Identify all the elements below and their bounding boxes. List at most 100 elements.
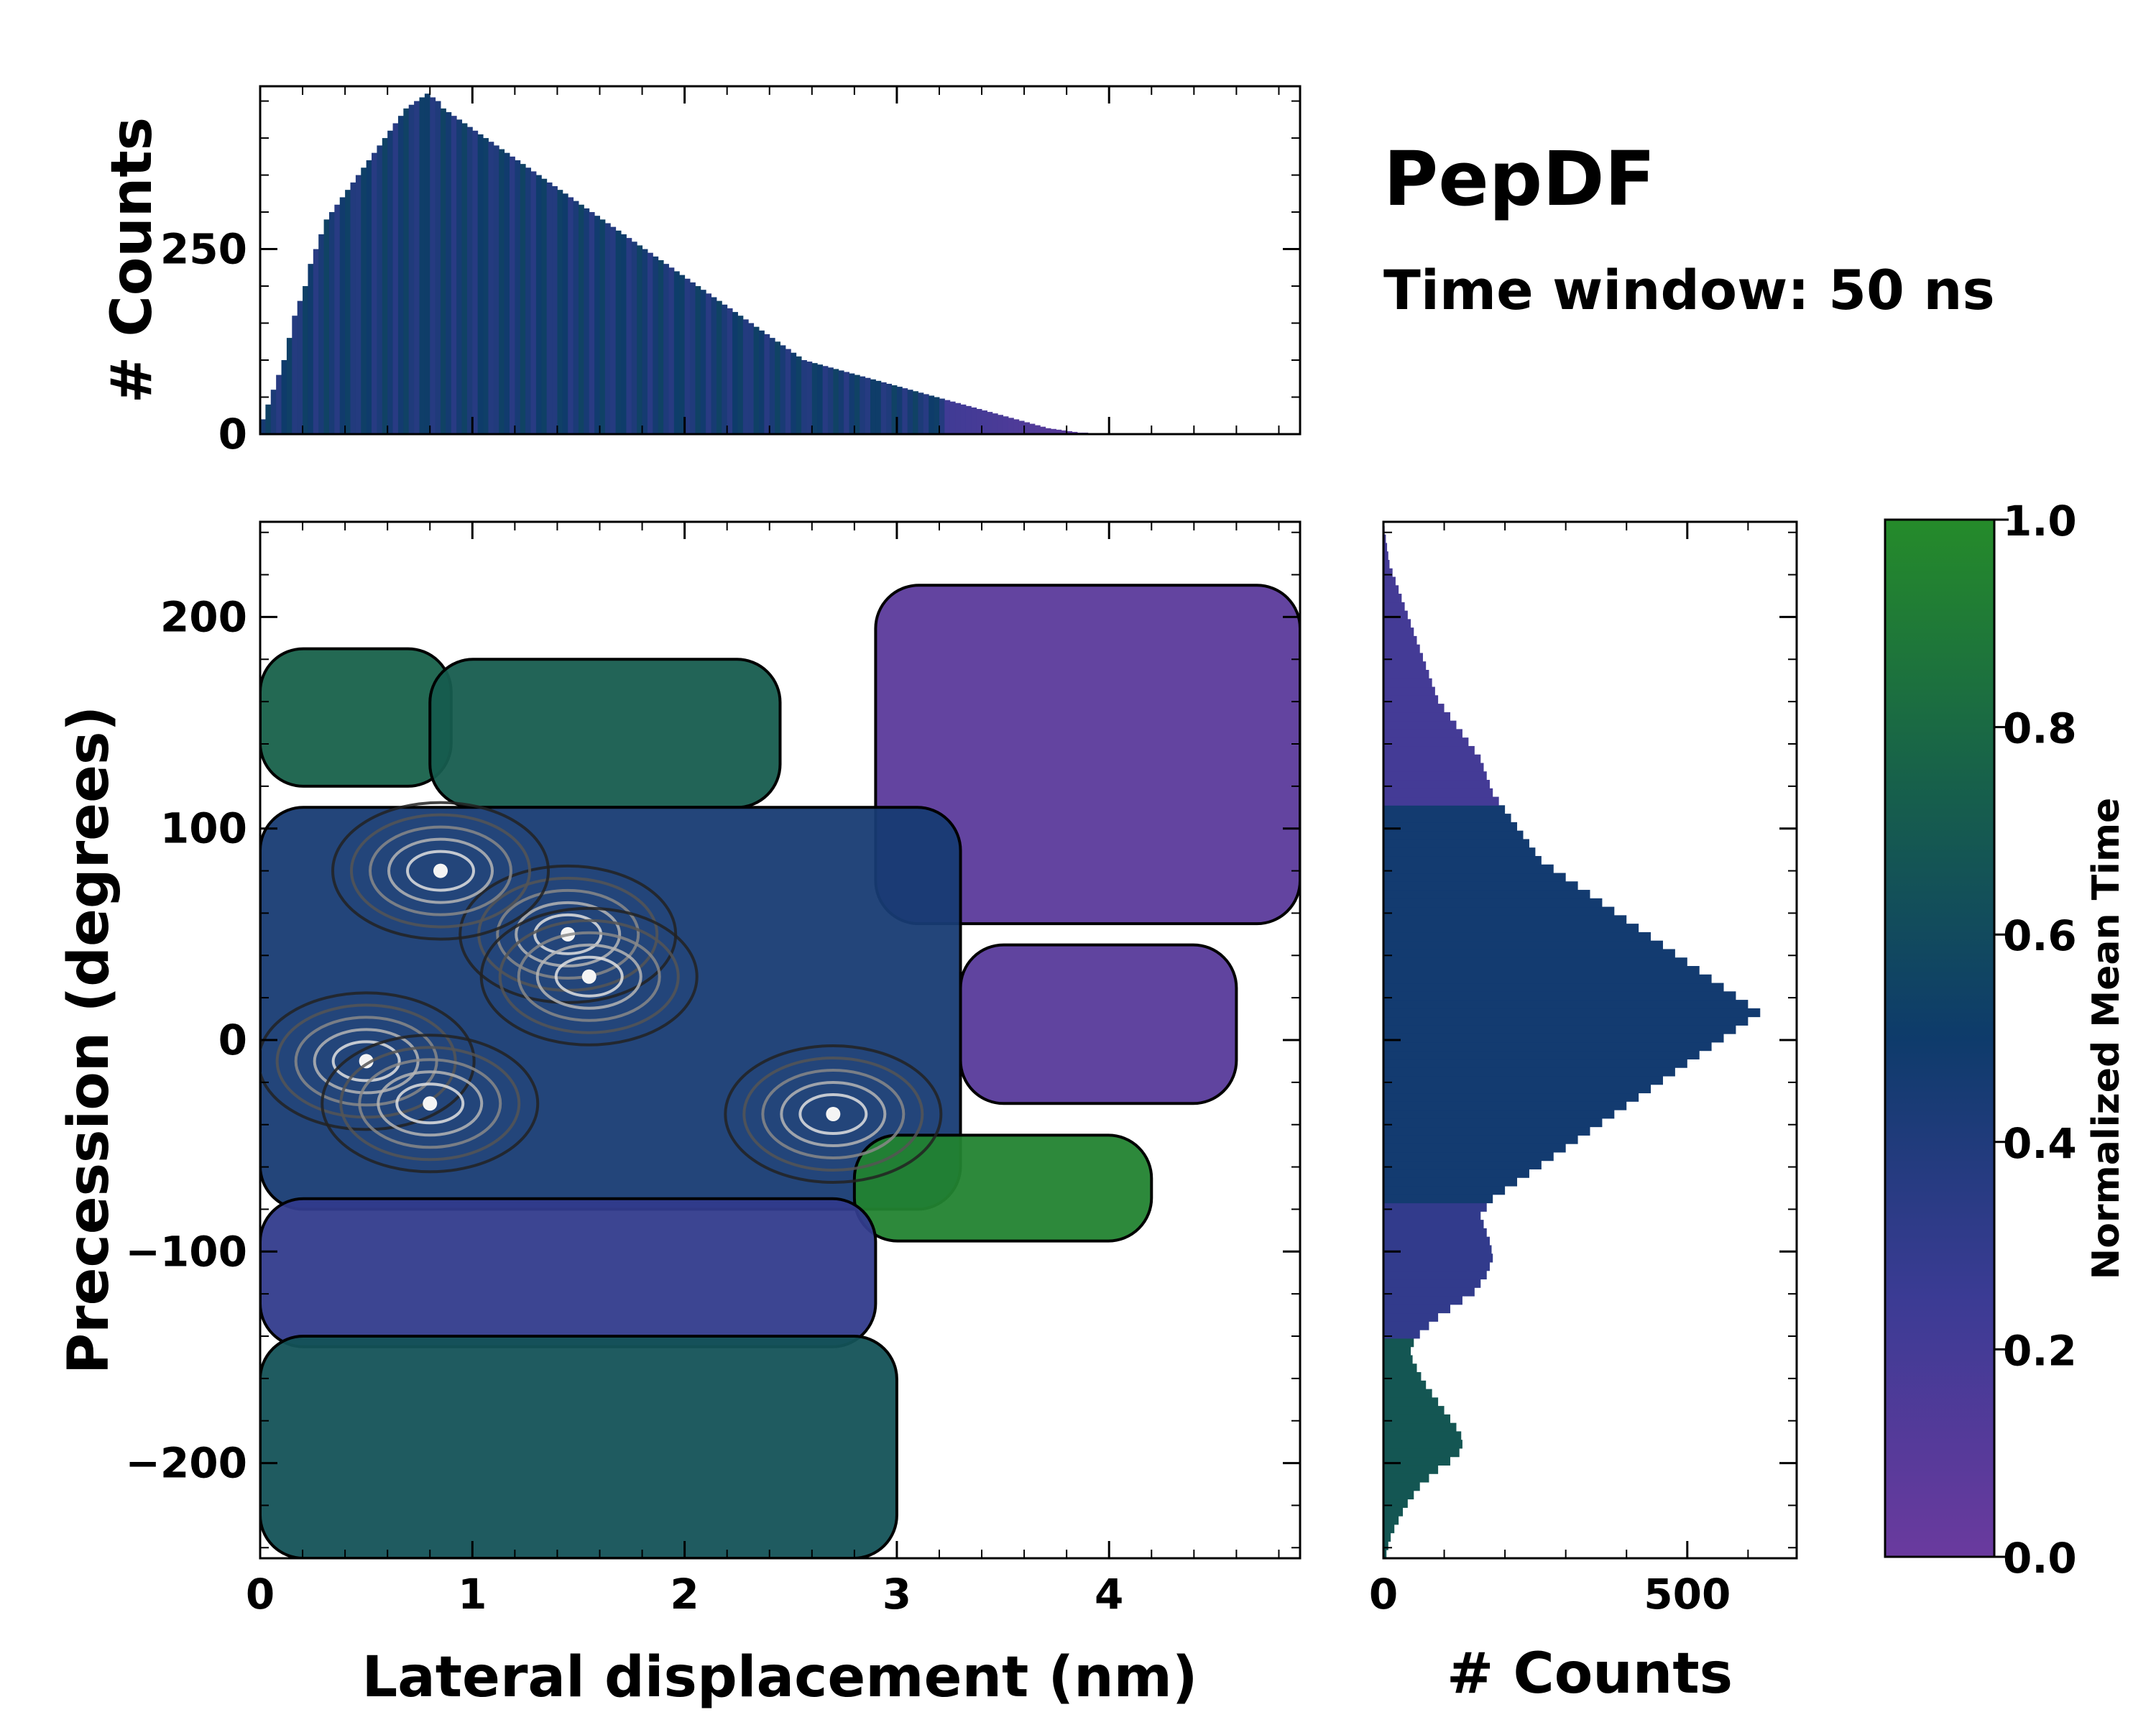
right-histogram-bar (1383, 983, 1724, 992)
main-xtick-label: 2 (670, 1570, 699, 1619)
heatmap-region (875, 585, 1300, 924)
right-histogram-bar (1383, 855, 1542, 865)
right-histogram-bar (1383, 906, 1615, 916)
top-histogram-bar (594, 216, 600, 434)
right-histogram-bar (1383, 1507, 1404, 1517)
right-histogram-bar (1383, 1338, 1414, 1348)
right-histogram-bar (1383, 991, 1736, 1000)
top-histogram-bar (1056, 429, 1062, 434)
top-histogram-bar (929, 395, 935, 434)
right-histogram-bar (1383, 932, 1651, 942)
density-peak (423, 1096, 438, 1111)
density-peak (581, 969, 596, 984)
top-histogram-bar (451, 116, 457, 434)
right-histogram-bar (1383, 881, 1578, 891)
top-histogram-bar (875, 380, 882, 434)
right-histogram-bar (1383, 1186, 1506, 1195)
top-histogram-bar (303, 286, 308, 434)
density-contour (331, 1040, 401, 1082)
density-peak (433, 863, 448, 878)
top-histogram-bar (361, 167, 367, 434)
top-histogram-bar (493, 145, 499, 434)
right-histogram-bar (1383, 805, 1506, 814)
right-histogram-bar (1383, 1025, 1736, 1034)
top-histogram-bar (998, 415, 1004, 434)
top-histogram-bar (902, 388, 908, 434)
top-histogram-bar (1029, 423, 1036, 434)
top-histogram-bar (286, 338, 292, 434)
right-histogram-bar (1383, 1372, 1422, 1381)
density-contour (358, 1058, 502, 1149)
top-histogram-bar (265, 404, 272, 434)
main-ytick-label: −100 (125, 1227, 247, 1276)
density-contour (761, 1069, 906, 1159)
right-histogram-bar (1383, 602, 1405, 612)
top-histogram-bar (870, 379, 876, 434)
main-xlabel: Lateral displacement (nm) (361, 1645, 1197, 1710)
density-contour (260, 991, 476, 1131)
density-contour (387, 837, 494, 904)
right-histogram-bar (1383, 1516, 1399, 1525)
top-histogram: 0 250 # Counts (100, 85, 1302, 459)
top-histogram-bar (339, 197, 346, 434)
heatmap-region (260, 1336, 897, 1558)
top-histogram-bar (557, 190, 563, 434)
right-histogram-bar (1383, 1034, 1724, 1043)
right-histogram-bar (1383, 771, 1487, 781)
top-histogram-bar (377, 145, 383, 434)
right-histogram-bar (1383, 576, 1396, 586)
density-contour (377, 1070, 484, 1137)
top-histogram-bar (939, 398, 945, 434)
top-histogram-bar (982, 410, 987, 434)
top-histogram-bar (753, 326, 760, 434)
heatmap-region-outline (852, 1133, 1153, 1243)
top-histogram-bar (764, 334, 770, 434)
heatmap-region (430, 659, 780, 808)
right-histogram-bar (1383, 1380, 1427, 1390)
right-histogram-xlabel: # Counts (1447, 1642, 1733, 1706)
top-histogram-bar (684, 278, 691, 434)
top-histogram-bar (955, 402, 962, 434)
top-histogram-bar (811, 363, 818, 434)
top-histogram-bar (488, 142, 494, 434)
right-histogram-bar (1383, 686, 1435, 696)
density-contour (369, 825, 513, 916)
top-histogram-bar (589, 212, 595, 434)
right-histogram-bar (1383, 830, 1524, 840)
density-contour (798, 1093, 868, 1135)
right-histogram-bar (1383, 1406, 1445, 1415)
chart-subtitle: Time window: 50 ns (1383, 258, 1995, 322)
right-histogram-bar (1383, 1151, 1554, 1162)
top-histogram-bar (509, 156, 515, 434)
top-histogram-bar (891, 385, 898, 434)
top-histogram-bar (530, 171, 537, 434)
density-contour (742, 1057, 924, 1172)
right-histogram-bar (1383, 949, 1675, 958)
top-histogram-bar (737, 316, 744, 434)
top-histogram-bar (838, 370, 844, 434)
top-histogram-bar (1024, 422, 1030, 434)
top-histogram-bar (270, 390, 277, 434)
top-histogram-bar (1034, 425, 1041, 434)
top-histogram-bar (308, 264, 314, 434)
top-histogram-bar (934, 397, 940, 434)
top-histogram-bar (822, 366, 829, 434)
top-histogram-bar (525, 167, 532, 434)
main-ytick-label: 100 (160, 804, 247, 853)
top-histogram-bar (913, 391, 918, 434)
right-histogram-bar (1383, 957, 1687, 967)
right-histogram-bar (1383, 1499, 1408, 1508)
colorbar-tick-label: 1.0 (2003, 497, 2077, 546)
top-histogram-bar (896, 387, 903, 434)
right-histogram-bar (1383, 873, 1566, 882)
right-histogram-bar (1383, 1076, 1663, 1085)
density-contour (339, 1046, 521, 1162)
right-histogram-bar (1383, 729, 1462, 738)
top-histogram-bar (775, 341, 780, 434)
top-histogram-bar (584, 208, 590, 434)
right-histogram-bar (1383, 1144, 1566, 1153)
right-histogram-bar (1383, 704, 1445, 713)
right-histogram: 0 500 # Counts (1369, 520, 1798, 1706)
top-histogram-bar (642, 249, 648, 434)
top-histogram-bar (695, 286, 701, 434)
